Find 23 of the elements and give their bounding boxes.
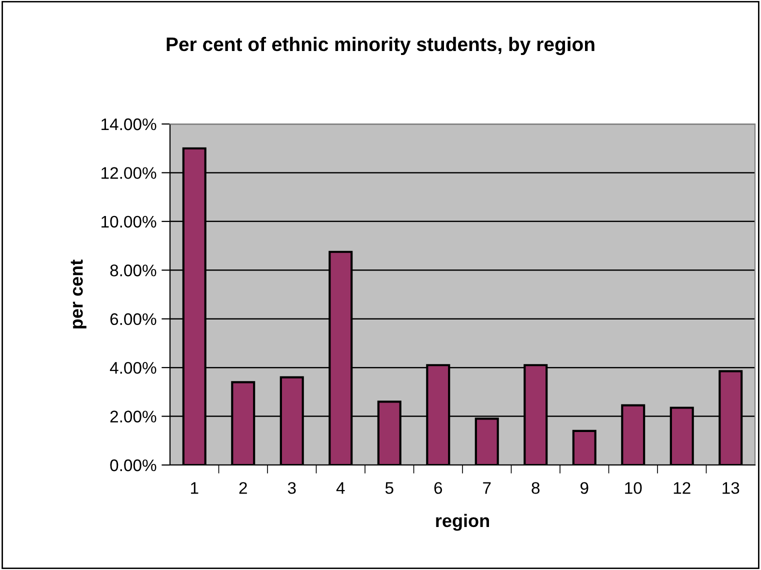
chart-title: Per cent of ethnic minority students, by region bbox=[166, 36, 594, 56]
x-tick-label: 12 bbox=[674, 482, 690, 494]
x-tick-label: 8 bbox=[532, 482, 540, 494]
x-tick-label: 3 bbox=[288, 482, 296, 494]
x-tick-label: 4 bbox=[336, 482, 345, 494]
x-tick-label: 2 bbox=[239, 482, 247, 494]
y-tick-label: 2.00% bbox=[110, 410, 156, 422]
x-tick-label: 6 bbox=[434, 482, 442, 494]
y-tick-label: 8.00% bbox=[110, 264, 156, 276]
x-tick-label: 9 bbox=[580, 482, 588, 494]
y-tick-label: 0.00% bbox=[110, 459, 156, 472]
y-tick-label: 4.00% bbox=[110, 362, 156, 374]
y-tick-label: 6.00% bbox=[110, 313, 156, 326]
x-tick-label: 5 bbox=[385, 482, 394, 494]
x-tick-label: 10 bbox=[625, 482, 642, 494]
y-tick-label: 10.00% bbox=[102, 216, 156, 228]
x-axis-title: region bbox=[436, 514, 489, 531]
x-tick-label: 7 bbox=[483, 482, 491, 494]
y-tick-label: 12.00% bbox=[102, 167, 156, 179]
y-axis-title: per cent bbox=[70, 260, 86, 328]
x-tick-label: 1 bbox=[191, 482, 198, 494]
y-tick-label: 14.00% bbox=[102, 118, 156, 130]
x-tick-label: 13 bbox=[722, 482, 740, 494]
